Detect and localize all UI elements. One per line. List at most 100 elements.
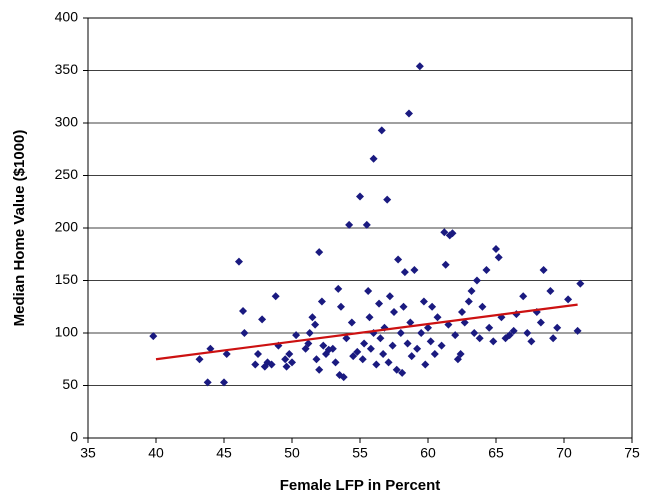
- point: [339, 373, 348, 382]
- point: [149, 332, 158, 341]
- point: [451, 331, 460, 340]
- point: [396, 329, 405, 337]
- point: [375, 299, 384, 308]
- point: [271, 292, 280, 301]
- point: [312, 355, 321, 364]
- point: [415, 62, 424, 71]
- point: [485, 323, 494, 332]
- point: [576, 279, 585, 288]
- point: [505, 331, 514, 340]
- x-tick-label: 60: [420, 445, 436, 461]
- point: [573, 326, 582, 335]
- x-tick-label: 45: [216, 445, 232, 461]
- point: [358, 355, 367, 364]
- point: [366, 344, 375, 353]
- point: [328, 344, 337, 353]
- point: [413, 344, 422, 353]
- point: [365, 313, 374, 322]
- point: [536, 318, 545, 327]
- y-tick-label: 350: [55, 61, 79, 77]
- x-tick-label: 70: [556, 445, 572, 461]
- point: [509, 326, 518, 335]
- point: [385, 292, 394, 301]
- point: [379, 350, 388, 358]
- y-tick-label: 100: [55, 324, 79, 340]
- point: [258, 315, 267, 324]
- point: [305, 329, 314, 337]
- point: [553, 323, 562, 332]
- point: [437, 341, 446, 350]
- point: [392, 365, 401, 374]
- point: [456, 350, 465, 358]
- point: [489, 337, 498, 346]
- point: [369, 154, 378, 163]
- point: [410, 266, 419, 274]
- point: [421, 360, 430, 369]
- point: [388, 341, 397, 350]
- trend-line: [155, 303, 578, 361]
- point: [315, 248, 324, 257]
- point: [494, 253, 503, 262]
- point: [394, 255, 403, 264]
- point: [315, 365, 324, 374]
- point: [470, 329, 479, 337]
- point: [372, 360, 381, 369]
- plot-frame: [87, 17, 633, 439]
- point: [254, 350, 262, 358]
- point: [222, 350, 231, 358]
- point: [492, 245, 500, 253]
- point: [292, 331, 301, 340]
- y-tick-label: 300: [55, 114, 79, 130]
- x-tick-label: 65: [488, 445, 504, 461]
- point: [336, 302, 345, 311]
- point: [319, 341, 328, 350]
- point: [334, 284, 343, 293]
- point: [376, 334, 385, 343]
- point: [234, 257, 243, 266]
- point: [458, 308, 466, 316]
- x-tick-label: 40: [148, 445, 164, 461]
- point: [364, 287, 373, 295]
- point: [523, 329, 532, 337]
- y-tick-label: 150: [55, 271, 79, 287]
- y-tick-label: 50: [62, 376, 78, 392]
- point: [304, 339, 313, 348]
- point: [549, 334, 558, 343]
- point: [384, 358, 393, 367]
- point: [311, 320, 320, 329]
- point: [428, 302, 437, 311]
- point: [440, 228, 449, 237]
- point: [331, 358, 340, 367]
- point: [398, 368, 407, 377]
- point: [426, 337, 435, 346]
- point: [527, 337, 536, 346]
- point: [417, 329, 426, 337]
- point: [288, 358, 296, 367]
- point: [482, 266, 491, 274]
- y-tick-label: 0: [70, 429, 78, 445]
- point: [433, 313, 442, 322]
- x-tick-label: 35: [80, 445, 96, 461]
- point: [564, 295, 573, 304]
- x-axis-label: Female LFP in Percent: [280, 477, 441, 494]
- point: [251, 360, 260, 369]
- point: [419, 297, 428, 306]
- point: [377, 126, 386, 135]
- x-tick-label: 50: [284, 445, 300, 461]
- point: [362, 220, 371, 229]
- point: [403, 339, 412, 348]
- point: [285, 350, 294, 358]
- point: [472, 276, 481, 285]
- point: [467, 287, 476, 295]
- point: [478, 302, 487, 311]
- point: [407, 352, 416, 361]
- point: [539, 266, 548, 274]
- point: [203, 378, 212, 387]
- point: [353, 347, 362, 356]
- point: [281, 355, 290, 364]
- point: [546, 287, 555, 295]
- point: [282, 362, 291, 371]
- y-tick-label: 400: [55, 9, 79, 25]
- point: [519, 292, 528, 301]
- point: [349, 352, 358, 361]
